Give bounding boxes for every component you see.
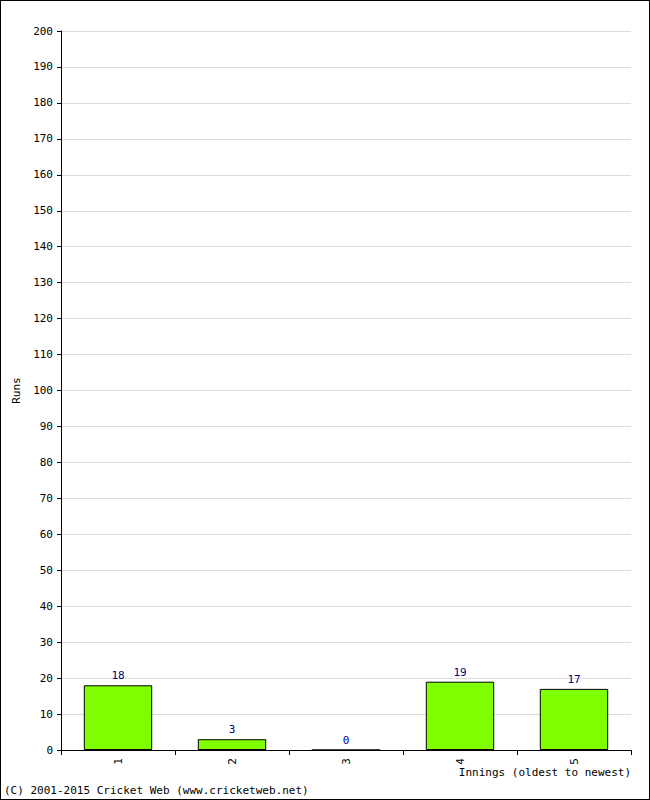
svg-text:110: 110 bbox=[33, 348, 53, 361]
svg-text:150: 150 bbox=[33, 204, 53, 217]
svg-text:70: 70 bbox=[40, 492, 53, 505]
svg-text:100: 100 bbox=[33, 384, 53, 397]
svg-text:Innings (oldest to newest): Innings (oldest to newest) bbox=[459, 766, 631, 779]
svg-text:Runs: Runs bbox=[10, 377, 23, 404]
svg-text:130: 130 bbox=[33, 276, 53, 289]
svg-text:0: 0 bbox=[46, 744, 53, 757]
svg-text:90: 90 bbox=[40, 420, 53, 433]
svg-text:140: 140 bbox=[33, 240, 53, 253]
svg-text:170: 170 bbox=[33, 132, 53, 145]
svg-text:50: 50 bbox=[40, 564, 53, 577]
svg-text:160: 160 bbox=[33, 168, 53, 181]
svg-text:30: 30 bbox=[40, 636, 53, 649]
svg-text:40: 40 bbox=[40, 600, 53, 613]
svg-text:2: 2 bbox=[226, 758, 239, 765]
svg-text:3: 3 bbox=[229, 723, 236, 736]
svg-text:5: 5 bbox=[568, 758, 581, 765]
svg-text:17: 17 bbox=[567, 673, 580, 686]
svg-text:200: 200 bbox=[33, 25, 53, 38]
svg-text:1: 1 bbox=[112, 758, 125, 765]
svg-text:190: 190 bbox=[33, 60, 53, 73]
svg-text:19: 19 bbox=[453, 666, 466, 679]
svg-text:18: 18 bbox=[111, 669, 124, 682]
svg-text:60: 60 bbox=[40, 528, 53, 541]
svg-text:(C) 2001-2015 Cricket Web (www: (C) 2001-2015 Cricket Web (www.cricketwe… bbox=[4, 784, 309, 797]
svg-text:4: 4 bbox=[454, 758, 467, 765]
svg-text:80: 80 bbox=[40, 456, 53, 469]
svg-text:10: 10 bbox=[40, 708, 53, 721]
svg-text:120: 120 bbox=[33, 312, 53, 325]
svg-text:3: 3 bbox=[340, 758, 353, 765]
svg-text:180: 180 bbox=[33, 96, 53, 109]
svg-text:20: 20 bbox=[40, 672, 53, 685]
svg-text:0: 0 bbox=[343, 734, 350, 747]
